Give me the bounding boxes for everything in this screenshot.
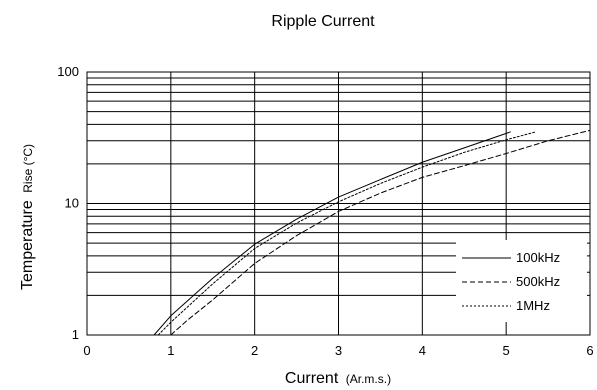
x-axis-label-main: Current bbox=[285, 370, 339, 387]
y-axis-label-sub: Rise (°C) bbox=[21, 144, 35, 193]
x-tick-label: 6 bbox=[586, 343, 593, 358]
x-tick-label: 3 bbox=[335, 343, 342, 358]
x-tick-label: 1 bbox=[167, 343, 174, 358]
x-tick-label: 2 bbox=[251, 343, 258, 358]
series-line-100khz bbox=[153, 131, 511, 336]
y-tick-label: 100 bbox=[57, 64, 79, 79]
series-line-1mhz bbox=[157, 131, 537, 336]
x-tick-label: 4 bbox=[419, 343, 426, 358]
legend-label-1mhz: 1MHz bbox=[516, 298, 550, 313]
svg-text:Temperature Rise (°C): Temperature Rise (°C) bbox=[19, 144, 36, 290]
legend: 100kHz 500kHz 1MHz bbox=[456, 240, 587, 322]
x-axis-label: Current (Ar.m.s.) bbox=[285, 370, 391, 387]
y-axis-label: Temperature Rise (°C) bbox=[19, 144, 36, 290]
legend-label-500khz: 500kHz bbox=[516, 274, 560, 289]
series-line-500khz bbox=[170, 129, 591, 336]
y-tick-label: 1 bbox=[72, 327, 79, 342]
legend-label-100khz: 100kHz bbox=[516, 250, 560, 265]
grid bbox=[87, 72, 590, 335]
legend-box bbox=[456, 240, 587, 322]
y-tick-label: 10 bbox=[65, 196, 79, 211]
series-layer bbox=[153, 129, 591, 336]
chart-title: Ripple Current bbox=[271, 13, 375, 30]
y-axis-label-main: Temperature bbox=[19, 200, 36, 290]
x-tick-label: 5 bbox=[503, 343, 510, 358]
x-axis-label-sub: (Ar.m.s.) bbox=[346, 372, 391, 386]
plot-frame bbox=[86, 71, 591, 336]
x-tick-label: 0 bbox=[83, 343, 90, 358]
